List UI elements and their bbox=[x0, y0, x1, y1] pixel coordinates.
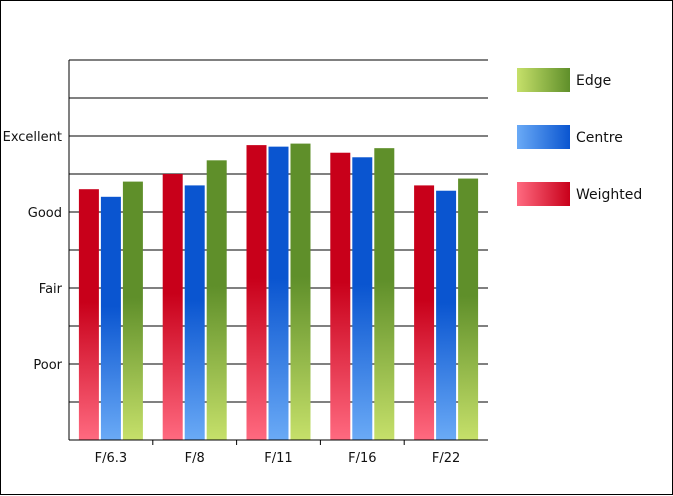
bar-edge-2 bbox=[290, 143, 311, 440]
bar-weighted-3 bbox=[330, 152, 351, 440]
bar-weighted-0 bbox=[78, 189, 99, 440]
y-tick-label: Fair bbox=[39, 282, 63, 297]
x-tick-label: F/8 bbox=[185, 451, 205, 466]
x-tick-label: F/16 bbox=[348, 451, 376, 466]
bar-weighted-1 bbox=[162, 174, 183, 440]
bar-weighted-2 bbox=[246, 145, 267, 440]
bars bbox=[78, 143, 479, 440]
bar-edge-4 bbox=[458, 178, 479, 440]
bar-centre-3 bbox=[352, 157, 373, 440]
legend-label-centre: Centre bbox=[576, 130, 623, 146]
legend-swatch-edge bbox=[517, 68, 570, 92]
bar-centre-4 bbox=[436, 190, 457, 440]
tick-labels: Poor Fair Good Excellent F/6.3 F/8 F/11 F/16 F/2… bbox=[3, 130, 461, 466]
y-tick-label: Poor bbox=[33, 358, 62, 373]
bar-centre-2 bbox=[268, 146, 289, 440]
axes bbox=[68, 60, 488, 445]
bar-edge-3 bbox=[374, 148, 395, 440]
bar-weighted-4 bbox=[414, 185, 435, 440]
legend-swatch-centre bbox=[517, 125, 570, 149]
x-tick-label: F/22 bbox=[432, 451, 460, 466]
y-tick-label: Excellent bbox=[3, 130, 62, 145]
bar-edge-1 bbox=[206, 160, 227, 440]
legend-label-weighted: Weighted bbox=[576, 187, 642, 203]
legend: Edge Centre Weighted bbox=[517, 68, 642, 206]
bar-edge-0 bbox=[122, 181, 143, 440]
bar-centre-1 bbox=[184, 185, 205, 440]
x-tick-label: F/6.3 bbox=[95, 451, 128, 466]
bar-centre-0 bbox=[100, 196, 121, 440]
legend-swatch-weighted bbox=[517, 182, 570, 206]
legend-label-edge: Edge bbox=[576, 73, 611, 89]
x-tick-label: F/11 bbox=[264, 451, 292, 466]
y-tick-label: Good bbox=[28, 206, 62, 221]
